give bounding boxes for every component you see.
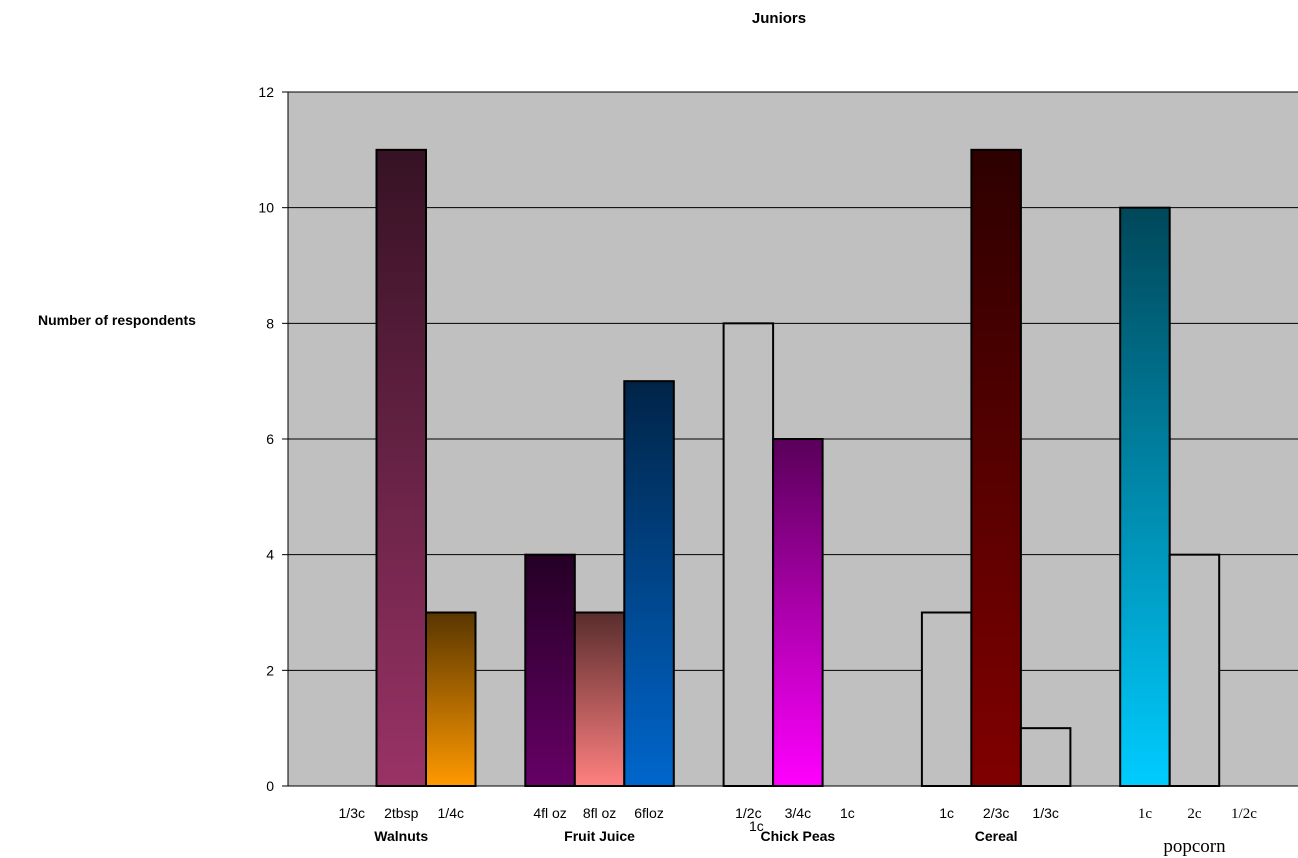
- group-label: Cereal: [975, 828, 1018, 844]
- x-tick-label: 1c: [840, 805, 855, 821]
- bar: [772, 438, 824, 787]
- group-label: Fruit Juice: [564, 828, 635, 844]
- x-tick-label: 1/2c: [735, 805, 761, 821]
- bars: [375, 148, 1221, 788]
- bar: [573, 611, 626, 787]
- bar: [375, 148, 427, 788]
- bar: [722, 322, 775, 787]
- group-label: Chick Peas: [760, 828, 835, 844]
- x-tick-label: 1/4c: [438, 805, 464, 821]
- bar: [1019, 727, 1072, 788]
- bar: [623, 380, 675, 787]
- bar: [970, 148, 1022, 788]
- y-tick-label: 2: [266, 662, 274, 678]
- group-label: Walnuts: [374, 828, 428, 844]
- y-tick-label: 8: [266, 315, 274, 331]
- x-tick-label-extra: 1c: [749, 818, 764, 834]
- axes: [282, 91, 1298, 787]
- y-tick-label: 0: [266, 778, 274, 794]
- group-label: popcorn: [1163, 836, 1226, 857]
- x-tick-label: 1/3c: [1032, 805, 1058, 821]
- x-tick-label: 6floz: [634, 805, 664, 821]
- chart-title: Juniors: [751, 10, 807, 27]
- bar: [920, 611, 973, 787]
- y-tick-label: 4: [266, 547, 274, 563]
- bar: [524, 553, 576, 788]
- y-tick-label: 12: [258, 84, 274, 100]
- y-tick-label: 10: [258, 200, 274, 216]
- x-tick-label: 1c: [939, 805, 954, 821]
- y-tick-label: 6: [266, 431, 274, 447]
- x-tick-label: 4fl oz: [533, 805, 566, 821]
- x-tick-label: 2tbsp: [384, 805, 418, 821]
- x-tick-label: 1/3c: [339, 805, 365, 821]
- x-tick-label: 2c: [1187, 806, 1202, 822]
- x-tick-label: 1c: [1138, 806, 1153, 822]
- x-tick-label: 8fl oz: [583, 805, 616, 821]
- labels: 0 2 4 6 8 10 12 1/3c 2tbsp 1/4c Walnuts 4fl oz 8fl o…: [258, 84, 1257, 857]
- x-tick-label: 1/2c: [1231, 806, 1257, 822]
- x-tick-label: 3/4c: [785, 805, 811, 821]
- bar: [1119, 206, 1171, 787]
- y-axis-label: Number of respondents: [38, 312, 196, 328]
- bar: [1168, 553, 1221, 788]
- bar: [425, 611, 477, 787]
- x-tick-label: 2/3c: [983, 805, 1009, 821]
